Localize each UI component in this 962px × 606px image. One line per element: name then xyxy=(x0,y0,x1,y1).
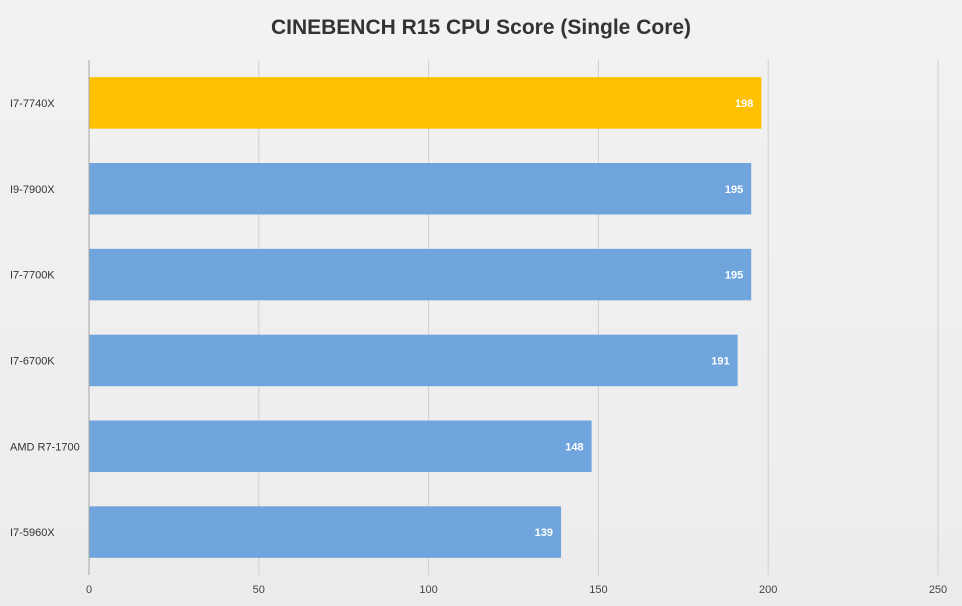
category-label: I7-7740X xyxy=(10,98,55,110)
x-tick-label: 100 xyxy=(419,584,437,596)
data-label: 198 xyxy=(735,98,753,110)
data-label: 191 xyxy=(711,355,729,367)
chart-title: CINEBENCH R15 CPU Score (Single Core) xyxy=(271,16,691,39)
x-tick-label: 0 xyxy=(86,584,92,596)
data-label: 148 xyxy=(565,441,583,453)
category-label: AMD R7-1700 xyxy=(10,441,80,453)
data-label: 139 xyxy=(535,527,553,539)
x-tick-label: 50 xyxy=(253,584,265,596)
gridlines xyxy=(258,60,939,575)
bars: 198 195 195 191 148 139 xyxy=(89,77,762,558)
bar xyxy=(89,420,592,472)
bar xyxy=(89,248,752,301)
category-label: I7-7700K xyxy=(10,270,55,282)
category-label: I7-5960X xyxy=(10,527,55,539)
x-tick-label: 200 xyxy=(759,584,777,596)
bar xyxy=(89,77,762,129)
x-tick-label: 250 xyxy=(929,584,947,596)
bar xyxy=(89,506,562,558)
axes: 0 50 100 150 200 250 I7-7740X I9-7900X I7-7700K I… xyxy=(10,60,947,596)
category-label: I7-6700K xyxy=(10,355,55,367)
category-label: I9-7900X xyxy=(10,184,55,196)
bar xyxy=(89,334,738,387)
data-label: 195 xyxy=(725,184,743,196)
data-label: 195 xyxy=(725,270,743,282)
x-tick-label: 150 xyxy=(589,584,607,596)
bar xyxy=(89,163,752,215)
